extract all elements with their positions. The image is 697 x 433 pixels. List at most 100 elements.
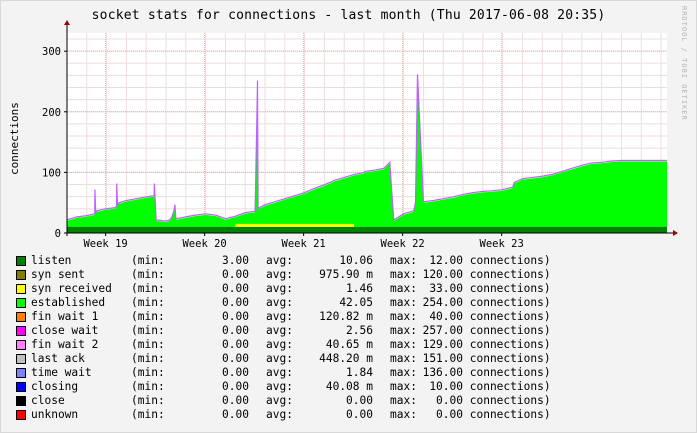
legend-row: syn received (min: 0.00 avg: 1.46 max: 33.00 c… bbox=[16, 282, 563, 296]
legend-min-prefix: (min: bbox=[131, 324, 165, 337]
legend-row: fin wait 2 (min: 0.00 avg: 40.65 m max: 129.00… bbox=[16, 338, 563, 352]
legend-avg-prefix: avg: bbox=[266, 352, 293, 365]
legend-max-prefix: max: bbox=[390, 324, 417, 337]
legend-row: unknown (min: 0.00 avg: 0.00 max: 0.00 connect… bbox=[16, 408, 563, 422]
legend-swatch bbox=[16, 382, 26, 392]
legend-unit: connections) bbox=[463, 408, 551, 421]
legend-max-value: 120.00 bbox=[422, 268, 463, 281]
legend-min-prefix: (min: bbox=[131, 310, 165, 323]
legend-name: close wait bbox=[31, 324, 99, 337]
legend-name: unknown bbox=[31, 408, 79, 421]
legend-swatch bbox=[16, 298, 26, 308]
legend-max-prefix: max: bbox=[390, 282, 417, 295]
legend-row: closing (min: 0.00 avg: 40.08 m max: 10.00 con… bbox=[16, 380, 563, 394]
legend-avg-prefix: avg: bbox=[266, 268, 293, 281]
legend-name: close bbox=[31, 394, 65, 407]
legend-max-prefix: max: bbox=[390, 366, 417, 379]
legend-unit: connections) bbox=[463, 296, 551, 309]
chart-title: socket stats for connections - last mont… bbox=[91, 8, 606, 23]
legend-avg-value: 1.46 bbox=[346, 282, 373, 295]
legend-max-prefix: max: bbox=[390, 338, 417, 351]
legend-avg-value: 2.56 bbox=[346, 324, 373, 337]
x-tick-label: Week 22 bbox=[381, 238, 425, 250]
legend-max-value: 40.00 bbox=[429, 310, 463, 323]
legend-avg-prefix: avg: bbox=[266, 310, 293, 323]
x-tick-label: Week 20 bbox=[182, 238, 226, 250]
legend-avg-value: 40.65 m bbox=[325, 338, 373, 351]
legend-max-prefix: max: bbox=[390, 394, 417, 407]
legend-max-value: 254.00 bbox=[422, 296, 463, 309]
legend-name: established bbox=[31, 296, 106, 309]
legend-min-value: 0.00 bbox=[222, 366, 249, 379]
legend-swatch bbox=[16, 312, 26, 322]
legend-max-value: 33.00 bbox=[429, 282, 463, 295]
legend-avg-prefix: avg: bbox=[266, 366, 293, 379]
legend-row: syn sent (min: 0.00 avg: 975.90 m max: 120.00 … bbox=[16, 268, 563, 282]
legend-unit: connections) bbox=[463, 366, 551, 379]
legend-avg-value: 1.84 bbox=[346, 366, 373, 379]
legend-unit: connections) bbox=[463, 254, 551, 267]
legend-max-value: 10.00 bbox=[429, 380, 463, 393]
chart-plot: 0 100 200 300 Week 19 Week 20 Week 21 Week 22 We… bbox=[42, 20, 678, 250]
legend-row: listen (min: 3.00 avg: 10.06 max: 12.00 connec… bbox=[16, 254, 563, 268]
legend-swatch bbox=[16, 284, 26, 294]
legend-avg-value: 40.08 m bbox=[325, 380, 373, 393]
legend-row: close wait (min: 0.00 avg: 2.56 max: 257.00 co… bbox=[16, 324, 563, 338]
legend-avg-value: 0.00 bbox=[346, 394, 373, 407]
legend-max-value: 257.00 bbox=[422, 324, 463, 337]
legend-min-prefix: (min: bbox=[131, 296, 165, 309]
y-tick-label: 300 bbox=[42, 46, 61, 58]
legend-unit: connections) bbox=[463, 394, 551, 407]
legend-unit: connections) bbox=[463, 380, 551, 393]
legend-swatch bbox=[16, 354, 26, 364]
series-listen bbox=[67, 226, 667, 233]
legend-unit: connections) bbox=[463, 324, 551, 337]
legend-row: time wait (min: 0.00 avg: 1.84 max: 136.00 con… bbox=[16, 366, 563, 380]
legend-row: last ack (min: 0.00 avg: 448.20 m max: 151.00 … bbox=[16, 352, 563, 366]
legend-max-prefix: max: bbox=[390, 408, 417, 421]
legend-min-value: 0.00 bbox=[222, 296, 249, 309]
legend-max-value: 0.00 bbox=[436, 394, 463, 407]
legend-swatch bbox=[16, 396, 26, 406]
legend-avg-value: 120.82 m bbox=[319, 310, 373, 323]
legend-swatch bbox=[16, 410, 26, 420]
series-close-wait bbox=[66, 74, 667, 222]
x-tick-label: Week 19 bbox=[83, 238, 127, 250]
x-axis-arrow bbox=[673, 230, 678, 236]
legend-name: syn sent bbox=[31, 268, 85, 281]
legend-min-value: 0.00 bbox=[222, 324, 249, 337]
legend-unit: connections) bbox=[463, 338, 551, 351]
legend-min-prefix: (min: bbox=[131, 352, 165, 365]
legend-max-value: 12.00 bbox=[429, 254, 463, 267]
legend-min-value: 0.00 bbox=[222, 408, 249, 421]
legend-min-prefix: (min: bbox=[131, 338, 165, 351]
legend-min-value: 0.00 bbox=[222, 338, 249, 351]
legend-min-prefix: (min: bbox=[131, 282, 165, 295]
legend-max-prefix: max: bbox=[390, 352, 417, 365]
legend-avg-prefix: avg: bbox=[266, 254, 293, 267]
legend-swatch bbox=[16, 326, 26, 336]
legend-avg-value: 0.00 bbox=[346, 408, 373, 421]
legend-row: close (min: 0.00 avg: 0.00 max: 0.00 connectio… bbox=[16, 394, 563, 408]
legend-min-value: 0.00 bbox=[222, 282, 249, 295]
y-tick-label: 100 bbox=[42, 167, 61, 179]
y-tick-label: 0 bbox=[55, 228, 61, 240]
legend-avg-prefix: avg: bbox=[266, 380, 293, 393]
legend-avg-prefix: avg: bbox=[266, 394, 293, 407]
legend-min-prefix: (min: bbox=[131, 268, 165, 281]
legend-name: fin wait 2 bbox=[31, 338, 99, 351]
legend-avg-prefix: avg: bbox=[266, 296, 293, 309]
series-established bbox=[67, 75, 667, 227]
legend-unit: connections) bbox=[463, 268, 551, 281]
legend-min-value: 3.00 bbox=[222, 254, 249, 267]
y-axis-arrow bbox=[64, 20, 70, 25]
legend-avg-prefix: avg: bbox=[266, 282, 293, 295]
y-tick-label: 200 bbox=[42, 107, 61, 119]
legend-name: last ack bbox=[31, 352, 85, 365]
legend: listen (min: 3.00 avg: 10.06 max: 12.00 connec… bbox=[16, 254, 563, 422]
legend-unit: connections) bbox=[463, 282, 551, 295]
legend-max-prefix: max: bbox=[390, 310, 417, 323]
legend-max-prefix: max: bbox=[390, 268, 417, 281]
legend-swatch bbox=[16, 340, 26, 350]
legend-min-value: 0.00 bbox=[222, 310, 249, 323]
